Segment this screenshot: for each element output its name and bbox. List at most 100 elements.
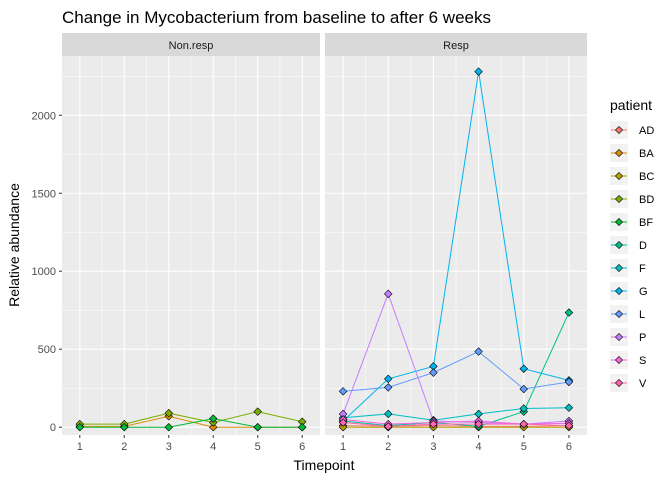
x-axis-title: Timepoint [294, 457, 355, 473]
data-point-g [519, 364, 528, 373]
legend-key-marker [614, 125, 624, 135]
x-tick-label: 4 [210, 441, 216, 453]
legend-item-f: F [610, 259, 646, 277]
legend-key-marker [614, 286, 624, 296]
x-tick-label: 3 [430, 441, 436, 453]
legend-item-ba: BA [610, 144, 654, 162]
x-tick-label: 5 [255, 441, 261, 453]
y-axis-title: Relative abundance [6, 183, 22, 307]
series-non-resp [75, 407, 307, 432]
data-point-f [384, 409, 393, 419]
y-tick-label: 1000 [32, 266, 56, 278]
legend-label: S [639, 355, 646, 367]
legend-label: D [639, 240, 647, 252]
x-tick-label: 1 [77, 441, 83, 453]
data-point-v [474, 419, 483, 429]
legend-item-bf: BF [610, 213, 653, 231]
data-point-bd [253, 407, 262, 416]
legend-label: G [639, 286, 648, 298]
legend-item-s: S [610, 351, 646, 369]
legend-label: L [639, 309, 645, 321]
series-line-l [343, 351, 569, 392]
legend-label: P [639, 332, 646, 344]
y-tick-label: 1500 [32, 188, 56, 200]
y-tick-label: 500 [38, 344, 56, 356]
data-point-p [384, 289, 393, 299]
legend-key-marker [614, 194, 624, 204]
data-point-l [338, 387, 348, 396]
x-axis: 1 2 3 4 5 6 1 2 3 4 5 6 [77, 435, 572, 453]
y-axis: 0 500 1000 1500 2000 [32, 110, 62, 434]
data-point-l [429, 368, 438, 377]
strip-non-resp [62, 33, 320, 56]
panel-non-resp: Non.resp [62, 33, 320, 435]
data-point-bf [253, 422, 262, 432]
data-point-l [384, 383, 393, 392]
x-tick-label: 1 [340, 441, 346, 453]
data-point-l [519, 384, 528, 394]
data-point-v [519, 419, 528, 429]
data-point-bf [75, 422, 85, 432]
data-point-v [384, 422, 393, 431]
legend-label: AD [639, 125, 654, 137]
chart-title: Change in Mycobacterium from baseline to… [62, 8, 491, 27]
series-line-f [343, 407, 569, 421]
legend-item-v: V [610, 374, 647, 392]
series-line-g [342, 71, 570, 422]
y-tick-label: 2000 [32, 110, 56, 122]
legend-key-marker [614, 171, 624, 181]
legend-item-ad: AD [610, 121, 654, 139]
legend-label: BC [639, 171, 654, 183]
strip-label-non-resp: Non.resp [169, 40, 214, 52]
legend-label: BA [639, 148, 654, 160]
data-point-g [474, 67, 483, 76]
data-point-bd [164, 408, 173, 418]
series-line-bf [79, 418, 303, 428]
data-point-bf [164, 422, 173, 432]
legend-key-marker [614, 378, 624, 388]
data-point-l [564, 377, 574, 387]
data-point-bf [209, 414, 218, 423]
panel-resp: Resp [325, 33, 587, 435]
gridlines-non-resp [62, 56, 320, 435]
data-point-bf [120, 422, 129, 432]
legend-item-p: P [610, 328, 646, 346]
legend-item-bd: BD [610, 190, 654, 208]
series-line-ad [343, 425, 569, 427]
x-tick-label: 5 [521, 441, 527, 453]
x-tick-label: 2 [385, 441, 391, 453]
legend-item-bc: BC [610, 167, 654, 185]
data-point-l [474, 347, 483, 356]
data-point-v [564, 421, 574, 430]
strip-resp [325, 33, 587, 56]
legend-key-marker [614, 355, 624, 365]
x-tick-label: 6 [566, 441, 572, 453]
data-point-f [564, 403, 574, 412]
legend-label: BF [639, 217, 653, 229]
data-point-g [384, 374, 393, 384]
data-point-ba [209, 422, 218, 432]
legend-key-marker [614, 240, 624, 250]
legend-label: V [639, 378, 647, 390]
legend-key-marker [614, 217, 624, 227]
x-tick-label: 4 [476, 441, 482, 453]
legend-key-marker [614, 148, 624, 158]
x-tick-label: 6 [299, 441, 305, 453]
data-point-bc [338, 422, 348, 432]
data-point-f [519, 404, 528, 413]
legend-key-marker [614, 263, 624, 273]
series-line-bd [79, 411, 303, 425]
legend-item-d: D [610, 236, 647, 254]
x-tick-label: 3 [166, 441, 172, 453]
y-tick-label: 0 [50, 422, 56, 434]
legend-label: BD [639, 194, 654, 206]
series-line-v [343, 422, 569, 427]
data-point-bf [297, 422, 307, 432]
data-point-v [338, 418, 348, 427]
data-point-d [564, 308, 574, 317]
legend-key-marker [614, 332, 624, 342]
series-resp [338, 67, 574, 432]
legend-title: patient [610, 97, 652, 113]
